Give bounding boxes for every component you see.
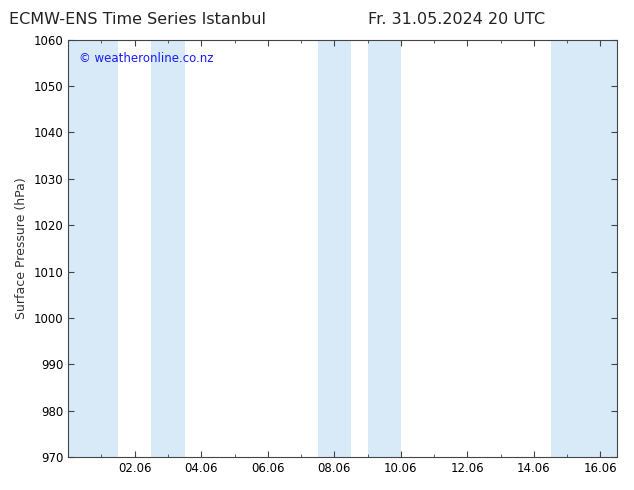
- Text: Fr. 31.05.2024 20 UTC: Fr. 31.05.2024 20 UTC: [368, 12, 545, 27]
- Text: © weatheronline.co.nz: © weatheronline.co.nz: [79, 52, 214, 65]
- Bar: [318, 40, 351, 457]
- Y-axis label: Surface Pressure (hPa): Surface Pressure (hPa): [15, 177, 28, 319]
- Text: ECMW-ENS Time Series Istanbul: ECMW-ENS Time Series Istanbul: [10, 12, 266, 27]
- Bar: [550, 40, 617, 457]
- Bar: [152, 40, 184, 457]
- Bar: [68, 40, 118, 457]
- Bar: [368, 40, 401, 457]
